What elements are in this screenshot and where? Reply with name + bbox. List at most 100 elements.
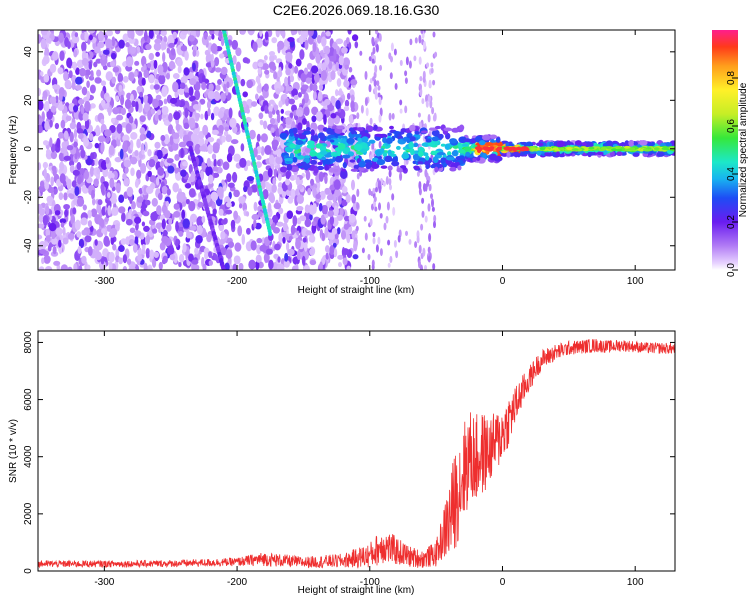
spectrogram-cell	[264, 144, 272, 156]
spectrogram-cell	[192, 264, 200, 270]
spectrogram-cell	[301, 255, 306, 266]
spectrogram-cell	[210, 191, 219, 202]
spectrogram-cell	[212, 166, 219, 172]
spectrogram-cell	[584, 141, 594, 149]
spectrogram-cell	[78, 133, 84, 140]
spectrogram-cell	[276, 263, 285, 270]
spectrogram-cell	[321, 62, 327, 71]
snr-x-tick-label: -300	[94, 577, 114, 588]
spectrogram-cell	[350, 79, 358, 86]
spectrogram-cell	[72, 169, 80, 176]
spectrogram-cell	[434, 125, 442, 130]
spectrogram-cell	[172, 81, 179, 93]
spectrogram-cell	[420, 264, 423, 270]
spectrogram-cell	[256, 133, 261, 142]
spectrogram-cell	[443, 127, 453, 132]
spectrogram-cell	[260, 133, 268, 143]
spectrogram-cell	[168, 112, 173, 122]
spectrogram-cell	[94, 239, 98, 246]
spectrogram-cell	[500, 152, 509, 157]
spectrogram-cell	[282, 236, 286, 244]
spectrogram-cell	[61, 141, 67, 149]
spectrogram-cell	[399, 172, 403, 181]
spectrogram-cell	[108, 260, 113, 270]
spectrogram-cell	[419, 87, 423, 96]
spectrogram-cell	[188, 253, 194, 262]
spectrogram-cell	[167, 245, 175, 255]
spectrogram-cell	[434, 166, 439, 173]
spectrogram-cell	[91, 189, 95, 200]
spectrogram-cell	[290, 224, 296, 236]
spectrogram-cell	[65, 115, 72, 122]
spectrogram-cell	[192, 49, 197, 57]
spectrogram-cell	[329, 215, 335, 226]
spectrogram-cell	[595, 151, 604, 155]
spectrogram-cell	[259, 119, 264, 126]
spectrogram-cell	[284, 157, 293, 162]
spectrogram-cell	[484, 142, 494, 147]
spectrogram-cell	[283, 260, 290, 268]
spectrogram-cell	[343, 223, 349, 230]
spectrogram-cell	[151, 228, 158, 234]
spectrogram-cell	[356, 202, 360, 210]
spectrogram-cell	[208, 83, 214, 92]
spectrogram-frame	[37, 29, 676, 271]
spectrogram-cell	[188, 188, 196, 198]
spectrogram-cell	[297, 122, 303, 131]
spectrogram-cell	[472, 157, 477, 162]
spectrogram-cell	[354, 133, 362, 138]
spectrogram-cell	[64, 79, 72, 90]
spectrogram-cell	[182, 243, 187, 253]
spectrogram-cell	[382, 152, 388, 157]
spectrogram-cell	[346, 233, 351, 244]
snr-y-label: SNR (10 * v/v)	[8, 419, 19, 483]
spectrogram-cell	[418, 56, 422, 65]
spectrogram-cell	[245, 116, 252, 123]
snr-y-tick-label: 0	[23, 568, 34, 574]
spectrogram-cell	[146, 234, 150, 245]
spectrogram-cell	[376, 159, 386, 166]
spectrogram-cell	[465, 151, 471, 157]
spectrogram-cell	[293, 150, 300, 154]
spectrogram-cell	[606, 146, 612, 150]
spectrogram-cell	[264, 105, 269, 114]
spectrogram-cell	[93, 178, 99, 187]
spectrogram-cell	[364, 97, 368, 107]
colorbar-axis: 0.0 0.2 0.4 0.6 0.8	[726, 71, 738, 277]
snr-y-tick-label: 6000	[23, 388, 34, 411]
spectrogram-cell	[391, 160, 400, 167]
spectrogram-cell	[82, 112, 89, 122]
spectrogram-cell	[338, 194, 342, 205]
spectrogram-cell	[317, 62, 323, 69]
spectrogram-cell	[298, 134, 307, 140]
spectrogram-cell	[123, 140, 128, 152]
spectrogram-cell	[63, 192, 68, 201]
spectrogram-cell	[279, 132, 288, 140]
spectrogram-cell	[84, 69, 91, 76]
spectrogram-cell	[309, 83, 314, 91]
spectrogram-cell	[377, 92, 381, 98]
spectrogram-cell	[72, 207, 77, 215]
spectrogram-cell	[287, 196, 294, 204]
spectrogram-cell	[390, 42, 394, 52]
spectrogram-cell	[304, 218, 312, 228]
spectrogram-cell	[271, 37, 278, 44]
spectrogram-cell	[190, 133, 197, 142]
spectrogram-cell	[73, 263, 78, 270]
spectrogram-cell	[368, 139, 376, 144]
spectrogram-cell	[60, 264, 69, 270]
spectrogram-cell	[556, 140, 566, 148]
spectrogram-cell	[157, 192, 163, 201]
snr-series-path	[38, 338, 675, 569]
spectrogram-cell	[38, 124, 43, 134]
spectrogram-cell	[378, 114, 382, 123]
spectrogram-cell	[325, 252, 329, 260]
spectrogram-cell	[273, 71, 278, 80]
spectrogram-cell	[377, 236, 381, 245]
spectrogram-heatmap	[38, 30, 675, 270]
spectrogram-cell	[42, 55, 50, 65]
spectrogram-cell	[215, 84, 221, 91]
spectrogram-cell	[566, 147, 573, 151]
spectrogram-cell	[368, 56, 372, 62]
spectrogram-cell	[139, 133, 145, 142]
